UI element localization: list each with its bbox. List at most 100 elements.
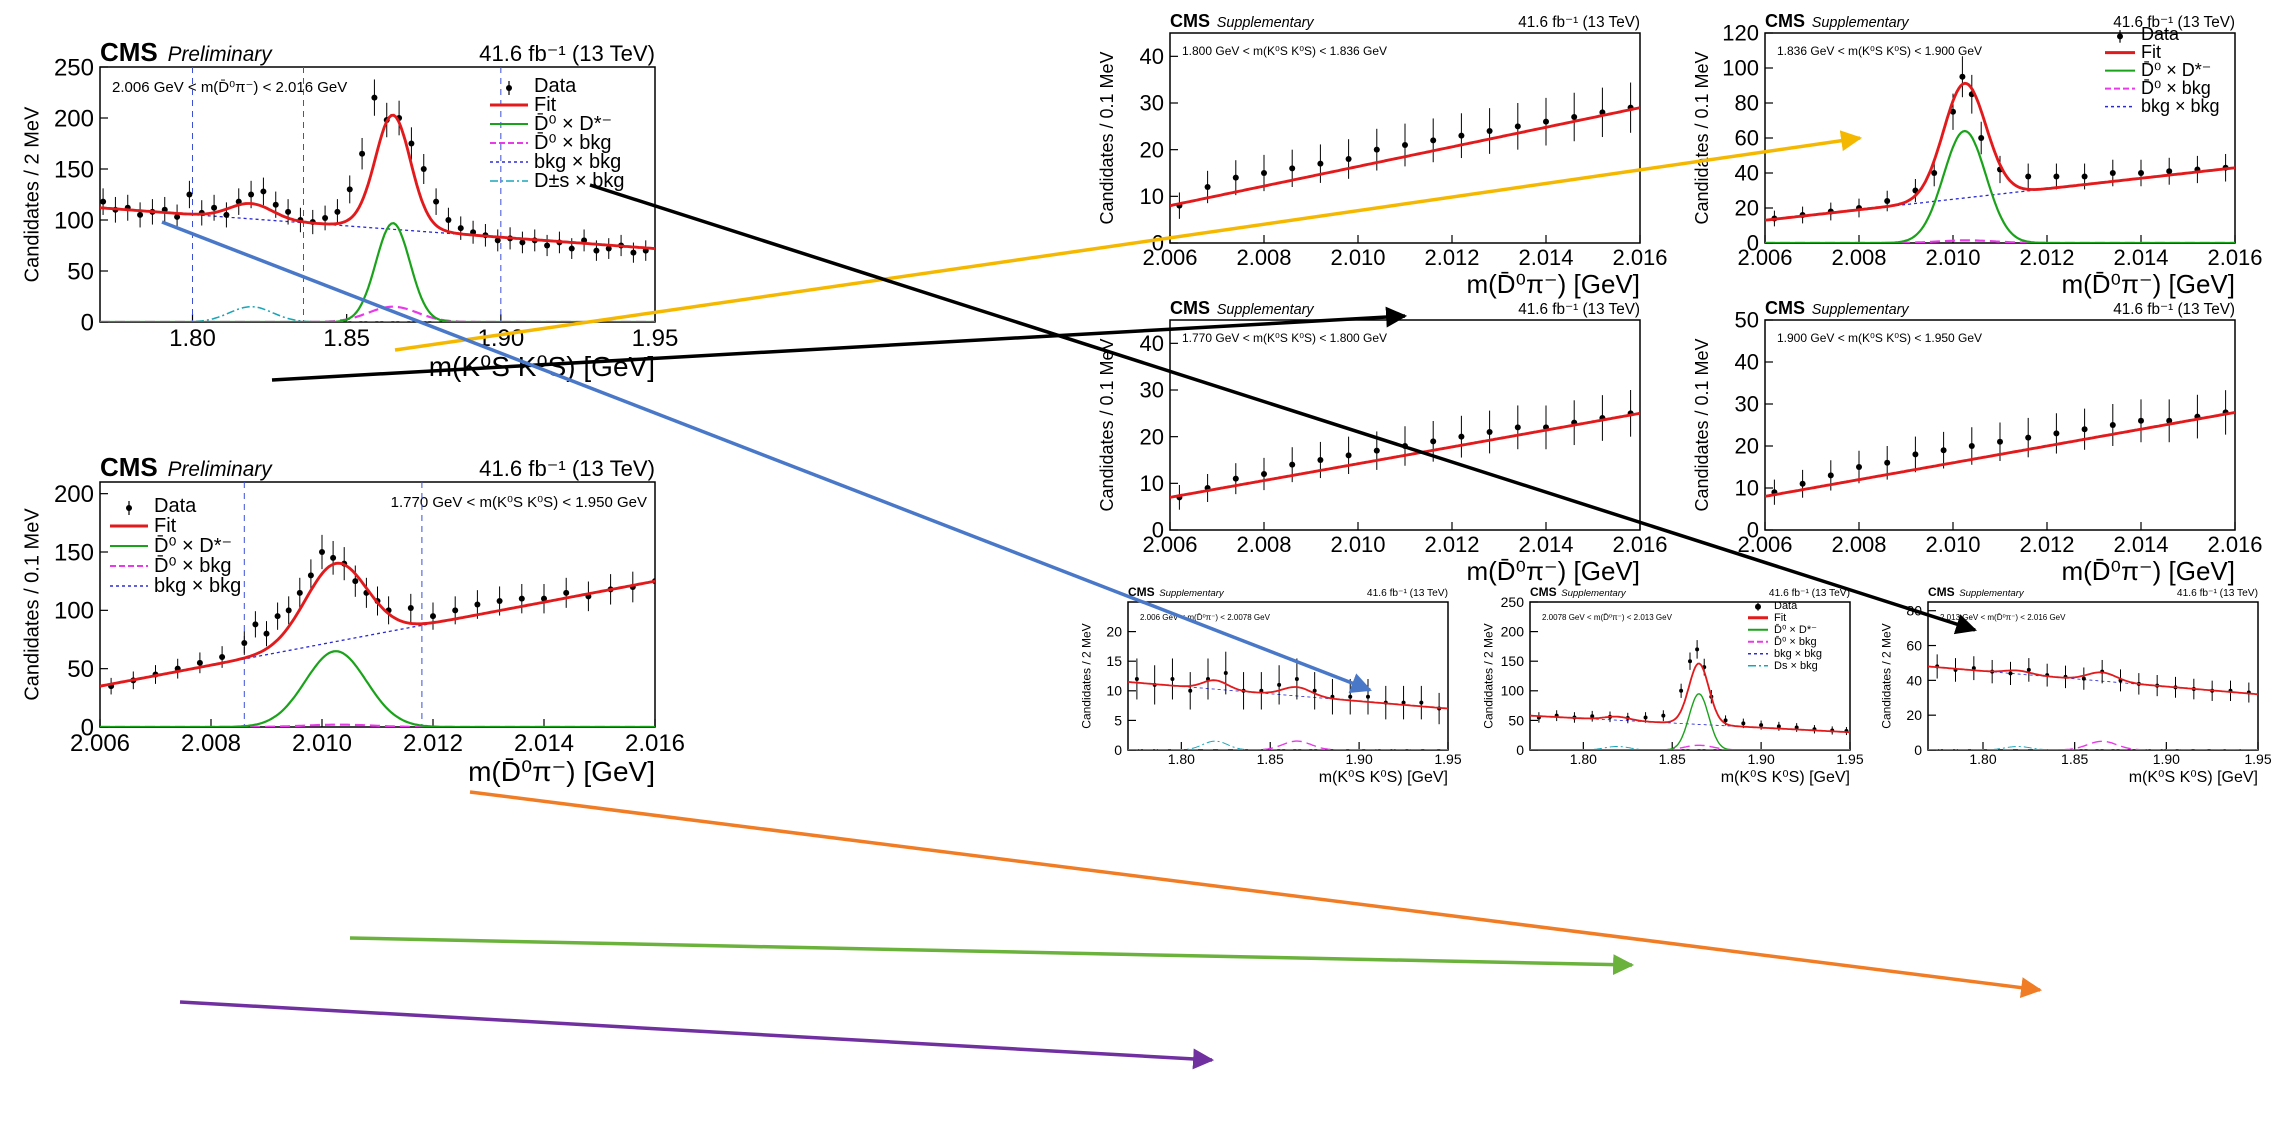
chart-panel-h: CMS Supplementary 41.6 fb⁻¹ (13 TeV) 2.0078… <box>1481 585 1863 786</box>
data-point <box>1458 113 1465 159</box>
x-axis-label: m(D̄⁰π⁻) [GeV] <box>468 756 655 787</box>
data-point <box>494 229 501 252</box>
arrow-purple <box>179 1000 1215 1070</box>
x-tick-label: 2.012 <box>403 730 463 757</box>
status-label: Supplementary <box>1959 588 2025 599</box>
plot-frame <box>99 481 656 728</box>
data-point <box>2008 661 2013 685</box>
x-tick-label: 2.006 <box>1737 532 1792 557</box>
data-point <box>1277 665 1282 705</box>
x-tick-label: 1.95 <box>632 325 679 352</box>
y-tick-label: 40 <box>1140 331 1164 356</box>
data-point <box>1912 436 1919 473</box>
legend-item: D̄⁰ × D*⁻ <box>110 534 232 557</box>
x-tick-label: 2.016 <box>2207 245 2262 270</box>
y-axis-label: Candidates / 2 MeV <box>1481 623 1495 728</box>
x-tick-label: 2.010 <box>1925 245 1980 270</box>
y-tick-label: 40 <box>1906 672 1922 688</box>
x-tick-label: 2.008 <box>1236 532 1291 557</box>
chart-panel-f: CMS Supplementary 41.6 fb⁻¹ (13 TeV) 1.900 … <box>1692 298 2262 586</box>
data-point <box>1317 144 1324 183</box>
y-tick-label: 20 <box>1735 196 1759 221</box>
y-tick-label: 15 <box>1106 653 1122 669</box>
plot-frame <box>1169 32 1641 244</box>
legend-item: D̄⁰ × D*⁻ <box>490 112 612 135</box>
data-point <box>359 137 366 170</box>
data-point <box>1458 415 1465 458</box>
data-point <box>1204 474 1211 502</box>
x-tick-label: 2.016 <box>1612 532 1667 557</box>
experiment-label: CMS <box>1530 585 1557 599</box>
data-point <box>2118 669 2123 692</box>
x-axis-label: m(K⁰S K⁰S) [GeV] <box>1721 769 1850 786</box>
data-point <box>1599 87 1606 138</box>
status-label: Supplementary <box>1812 15 1910 31</box>
x-tick-label: 2.014 <box>1518 245 1573 270</box>
data-point <box>519 231 526 254</box>
experiment-label: CMS <box>100 37 158 67</box>
data-point <box>433 188 440 215</box>
y-tick-label: 150 <box>54 539 94 566</box>
x-tick-label: 2.010 <box>1330 245 1385 270</box>
y-tick-label: 40 <box>1140 44 1164 69</box>
selection-cut-label: 1.900 GeV < m(K⁰S K⁰S) < 1.950 GeV <box>1777 331 1982 345</box>
data-point <box>518 583 525 614</box>
data-point <box>1940 431 1947 469</box>
data-point <box>1978 121 1985 155</box>
data-point <box>2194 394 2201 439</box>
plot-area <box>1765 390 2235 505</box>
x-axis-label: m(K⁰S K⁰S) [GeV] <box>2129 769 2258 786</box>
plot-area <box>100 67 655 322</box>
x-axis-label: m(D̄⁰π⁻) [GeV] <box>2061 556 2235 586</box>
legend-item: Fit <box>490 94 557 116</box>
data-point <box>2166 157 2173 185</box>
x-tick-label: 2.014 <box>2113 532 2168 557</box>
y-tick-label: 100 <box>54 207 94 234</box>
selection-cut-label: 1.836 GeV < m(K⁰S K⁰S) < 1.900 GeV <box>1777 44 1982 58</box>
data-point <box>235 188 242 215</box>
fit-curve <box>1170 106 1640 208</box>
legend-item: Fit <box>1748 612 1786 624</box>
x-tick-label: 2.012 <box>1424 245 1479 270</box>
data-point <box>1543 405 1549 450</box>
selection-cut-label: 2.006 GeV < m(D̄⁰π⁻) < 2.0078 GeV <box>1140 613 1271 622</box>
status-label: Preliminary <box>168 458 274 481</box>
data-point <box>1312 672 1317 710</box>
data-point <box>1259 672 1264 710</box>
chart-panel-d: CMS Supplementary 41.6 fb⁻¹ (13 TeV) 1.836 … <box>1692 11 2262 299</box>
data-point <box>285 596 292 625</box>
x-tick-label: 1.90 <box>1747 751 1774 767</box>
status-label: Supplementary <box>1159 588 1225 599</box>
legend-item: Fit <box>2105 42 2161 62</box>
legend-item: D±s × bkg <box>490 170 624 192</box>
y-tick-label: 0 <box>1152 231 1164 256</box>
signal-curve <box>100 650 655 727</box>
data-point <box>2138 159 2144 187</box>
x-tick-label: 2.016 <box>1612 245 1667 270</box>
y-tick-label: 100 <box>1722 56 1759 81</box>
data-point <box>137 202 144 228</box>
y-tick-label: 20 <box>1906 707 1922 723</box>
data-point <box>1554 710 1559 722</box>
legend-item: Data <box>126 495 197 517</box>
plot-area <box>1928 654 2258 750</box>
x-axis-label: m(D̄⁰π⁻) [GeV] <box>1466 556 1640 586</box>
panels: CMS Preliminary 41.6 fb⁻¹ (13 TeV) 2.006 Ge… <box>21 11 2271 787</box>
data-point <box>457 216 464 240</box>
x-tick-label: 1.95 <box>2244 751 2271 767</box>
data-point <box>100 188 107 215</box>
y-axis-label: Candidates / 0.1 MeV <box>1692 338 1712 511</box>
data-point <box>1486 410 1493 454</box>
data-point <box>1688 652 1692 670</box>
fit-curve <box>1170 411 1640 499</box>
data-point <box>1330 678 1335 715</box>
x-tick-label: 1.85 <box>2061 751 2088 767</box>
y-tick-label: 60 <box>1906 637 1922 653</box>
y-tick-label: 0 <box>1152 518 1164 543</box>
experiment-label: CMS <box>1765 11 1805 31</box>
d0-bkg-curve <box>100 723 655 727</box>
y-tick-label: 60 <box>1735 126 1759 151</box>
y-tick-label: 0 <box>81 714 94 741</box>
legend-label: Data <box>1774 600 1798 612</box>
legend-item: Ds × bkg <box>1748 660 1818 672</box>
